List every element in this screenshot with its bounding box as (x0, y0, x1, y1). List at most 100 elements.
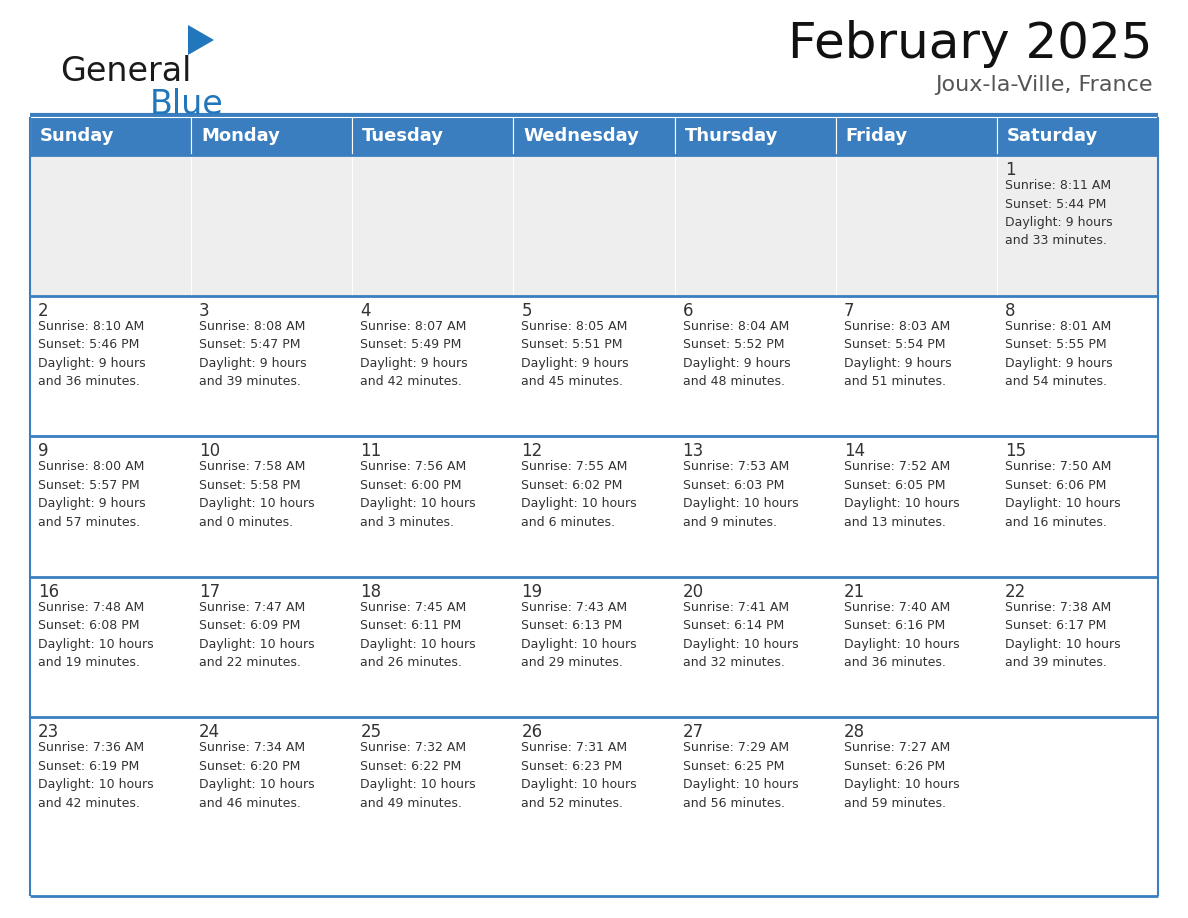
Bar (353, 436, 513, 577)
Text: Sunrise: 8:10 AM
Sunset: 5:46 PM
Daylight: 9 hours
and 36 minutes.: Sunrise: 8:10 AM Sunset: 5:46 PM Dayligh… (38, 319, 146, 388)
Text: Sunrise: 7:53 AM
Sunset: 6:03 PM
Daylight: 10 hours
and 9 minutes.: Sunrise: 7:53 AM Sunset: 6:03 PM Dayligh… (683, 460, 798, 529)
Bar (675, 296, 835, 436)
Bar (675, 436, 835, 577)
Bar (191, 155, 353, 296)
Text: Sunrise: 8:00 AM
Sunset: 5:57 PM
Daylight: 9 hours
and 57 minutes.: Sunrise: 8:00 AM Sunset: 5:57 PM Dayligh… (38, 460, 146, 529)
Bar (835, 577, 997, 717)
Bar (353, 155, 513, 296)
Text: Sunrise: 7:40 AM
Sunset: 6:16 PM
Daylight: 10 hours
and 36 minutes.: Sunrise: 7:40 AM Sunset: 6:16 PM Dayligh… (843, 600, 960, 669)
Text: 5: 5 (522, 302, 532, 319)
Bar (997, 155, 1158, 296)
Polygon shape (188, 25, 214, 55)
Text: Blue: Blue (150, 88, 223, 121)
Bar (191, 436, 353, 577)
Text: Sunrise: 7:32 AM
Sunset: 6:22 PM
Daylight: 10 hours
and 49 minutes.: Sunrise: 7:32 AM Sunset: 6:22 PM Dayligh… (360, 742, 476, 810)
Bar (997, 577, 1158, 717)
Text: Sunrise: 7:38 AM
Sunset: 6:17 PM
Daylight: 10 hours
and 39 minutes.: Sunrise: 7:38 AM Sunset: 6:17 PM Dayligh… (1005, 600, 1120, 669)
Bar (191, 577, 353, 717)
Bar (513, 436, 675, 577)
Text: 27: 27 (683, 723, 703, 742)
Text: 2: 2 (38, 302, 49, 319)
Text: Sunday: Sunday (40, 127, 114, 145)
Text: Sunrise: 8:04 AM
Sunset: 5:52 PM
Daylight: 9 hours
and 48 minutes.: Sunrise: 8:04 AM Sunset: 5:52 PM Dayligh… (683, 319, 790, 388)
Text: 28: 28 (843, 723, 865, 742)
Bar (30, 296, 191, 436)
Text: Sunrise: 7:34 AM
Sunset: 6:20 PM
Daylight: 10 hours
and 46 minutes.: Sunrise: 7:34 AM Sunset: 6:20 PM Dayligh… (200, 742, 315, 810)
Bar (513, 117, 675, 155)
Text: Sunrise: 8:05 AM
Sunset: 5:51 PM
Daylight: 9 hours
and 45 minutes.: Sunrise: 8:05 AM Sunset: 5:51 PM Dayligh… (522, 319, 630, 388)
Text: 7: 7 (843, 302, 854, 319)
Bar (997, 436, 1158, 577)
Text: 13: 13 (683, 442, 703, 460)
Bar (353, 717, 513, 858)
Bar (835, 436, 997, 577)
Text: Joux-la-Ville, France: Joux-la-Ville, France (935, 75, 1154, 95)
Bar (30, 155, 191, 296)
Text: Sunrise: 7:55 AM
Sunset: 6:02 PM
Daylight: 10 hours
and 6 minutes.: Sunrise: 7:55 AM Sunset: 6:02 PM Dayligh… (522, 460, 637, 529)
Bar (30, 577, 191, 717)
Text: Sunrise: 7:43 AM
Sunset: 6:13 PM
Daylight: 10 hours
and 29 minutes.: Sunrise: 7:43 AM Sunset: 6:13 PM Dayligh… (522, 600, 637, 669)
Bar (30, 117, 191, 155)
Text: Sunrise: 7:27 AM
Sunset: 6:26 PM
Daylight: 10 hours
and 59 minutes.: Sunrise: 7:27 AM Sunset: 6:26 PM Dayligh… (843, 742, 960, 810)
Text: Wednesday: Wednesday (524, 127, 639, 145)
Text: 10: 10 (200, 442, 220, 460)
Text: 3: 3 (200, 302, 210, 319)
Bar (513, 155, 675, 296)
Text: Sunrise: 8:11 AM
Sunset: 5:44 PM
Daylight: 9 hours
and 33 minutes.: Sunrise: 8:11 AM Sunset: 5:44 PM Dayligh… (1005, 179, 1112, 248)
Text: Sunrise: 7:52 AM
Sunset: 6:05 PM
Daylight: 10 hours
and 13 minutes.: Sunrise: 7:52 AM Sunset: 6:05 PM Dayligh… (843, 460, 960, 529)
Bar (30, 436, 191, 577)
Bar (513, 717, 675, 858)
Text: Sunrise: 7:31 AM
Sunset: 6:23 PM
Daylight: 10 hours
and 52 minutes.: Sunrise: 7:31 AM Sunset: 6:23 PM Dayligh… (522, 742, 637, 810)
Text: 6: 6 (683, 302, 693, 319)
Bar (191, 296, 353, 436)
Bar (513, 577, 675, 717)
Text: Monday: Monday (201, 127, 280, 145)
Text: Sunrise: 7:29 AM
Sunset: 6:25 PM
Daylight: 10 hours
and 56 minutes.: Sunrise: 7:29 AM Sunset: 6:25 PM Dayligh… (683, 742, 798, 810)
Text: Saturday: Saturday (1007, 127, 1098, 145)
Bar (30, 717, 191, 858)
Text: 24: 24 (200, 723, 220, 742)
Text: Sunrise: 8:07 AM
Sunset: 5:49 PM
Daylight: 9 hours
and 42 minutes.: Sunrise: 8:07 AM Sunset: 5:49 PM Dayligh… (360, 319, 468, 388)
Bar (997, 117, 1158, 155)
Text: Thursday: Thursday (684, 127, 778, 145)
Text: 18: 18 (360, 583, 381, 600)
Text: 4: 4 (360, 302, 371, 319)
Text: Sunrise: 7:41 AM
Sunset: 6:14 PM
Daylight: 10 hours
and 32 minutes.: Sunrise: 7:41 AM Sunset: 6:14 PM Dayligh… (683, 600, 798, 669)
Text: Sunrise: 8:01 AM
Sunset: 5:55 PM
Daylight: 9 hours
and 54 minutes.: Sunrise: 8:01 AM Sunset: 5:55 PM Dayligh… (1005, 319, 1112, 388)
Text: 12: 12 (522, 442, 543, 460)
Text: 1: 1 (1005, 161, 1016, 179)
Bar (353, 577, 513, 717)
Text: Sunrise: 7:47 AM
Sunset: 6:09 PM
Daylight: 10 hours
and 22 minutes.: Sunrise: 7:47 AM Sunset: 6:09 PM Dayligh… (200, 600, 315, 669)
Text: 26: 26 (522, 723, 543, 742)
Text: 8: 8 (1005, 302, 1016, 319)
Text: Sunrise: 8:03 AM
Sunset: 5:54 PM
Daylight: 9 hours
and 51 minutes.: Sunrise: 8:03 AM Sunset: 5:54 PM Dayligh… (843, 319, 952, 388)
Text: 11: 11 (360, 442, 381, 460)
Text: 20: 20 (683, 583, 703, 600)
Text: 25: 25 (360, 723, 381, 742)
Text: Tuesday: Tuesday (362, 127, 444, 145)
Text: Sunrise: 7:48 AM
Sunset: 6:08 PM
Daylight: 10 hours
and 19 minutes.: Sunrise: 7:48 AM Sunset: 6:08 PM Dayligh… (38, 600, 153, 669)
Bar (191, 117, 353, 155)
Text: 23: 23 (38, 723, 59, 742)
Text: 21: 21 (843, 583, 865, 600)
Text: Sunrise: 8:08 AM
Sunset: 5:47 PM
Daylight: 9 hours
and 39 minutes.: Sunrise: 8:08 AM Sunset: 5:47 PM Dayligh… (200, 319, 307, 388)
Bar (997, 296, 1158, 436)
Text: 16: 16 (38, 583, 59, 600)
Bar (835, 155, 997, 296)
Text: 22: 22 (1005, 583, 1026, 600)
Bar (675, 117, 835, 155)
Bar (675, 155, 835, 296)
Text: February 2025: February 2025 (789, 20, 1154, 68)
Text: Sunrise: 7:45 AM
Sunset: 6:11 PM
Daylight: 10 hours
and 26 minutes.: Sunrise: 7:45 AM Sunset: 6:11 PM Dayligh… (360, 600, 476, 669)
Bar (835, 296, 997, 436)
Text: Sunrise: 7:50 AM
Sunset: 6:06 PM
Daylight: 10 hours
and 16 minutes.: Sunrise: 7:50 AM Sunset: 6:06 PM Dayligh… (1005, 460, 1120, 529)
Bar (353, 117, 513, 155)
Bar (675, 717, 835, 858)
Text: Sunrise: 7:56 AM
Sunset: 6:00 PM
Daylight: 10 hours
and 3 minutes.: Sunrise: 7:56 AM Sunset: 6:00 PM Dayligh… (360, 460, 476, 529)
Bar (513, 296, 675, 436)
Text: Friday: Friday (846, 127, 908, 145)
Bar (997, 717, 1158, 858)
Text: 9: 9 (38, 442, 49, 460)
Text: Sunrise: 7:36 AM
Sunset: 6:19 PM
Daylight: 10 hours
and 42 minutes.: Sunrise: 7:36 AM Sunset: 6:19 PM Dayligh… (38, 742, 153, 810)
Text: General: General (61, 55, 191, 88)
